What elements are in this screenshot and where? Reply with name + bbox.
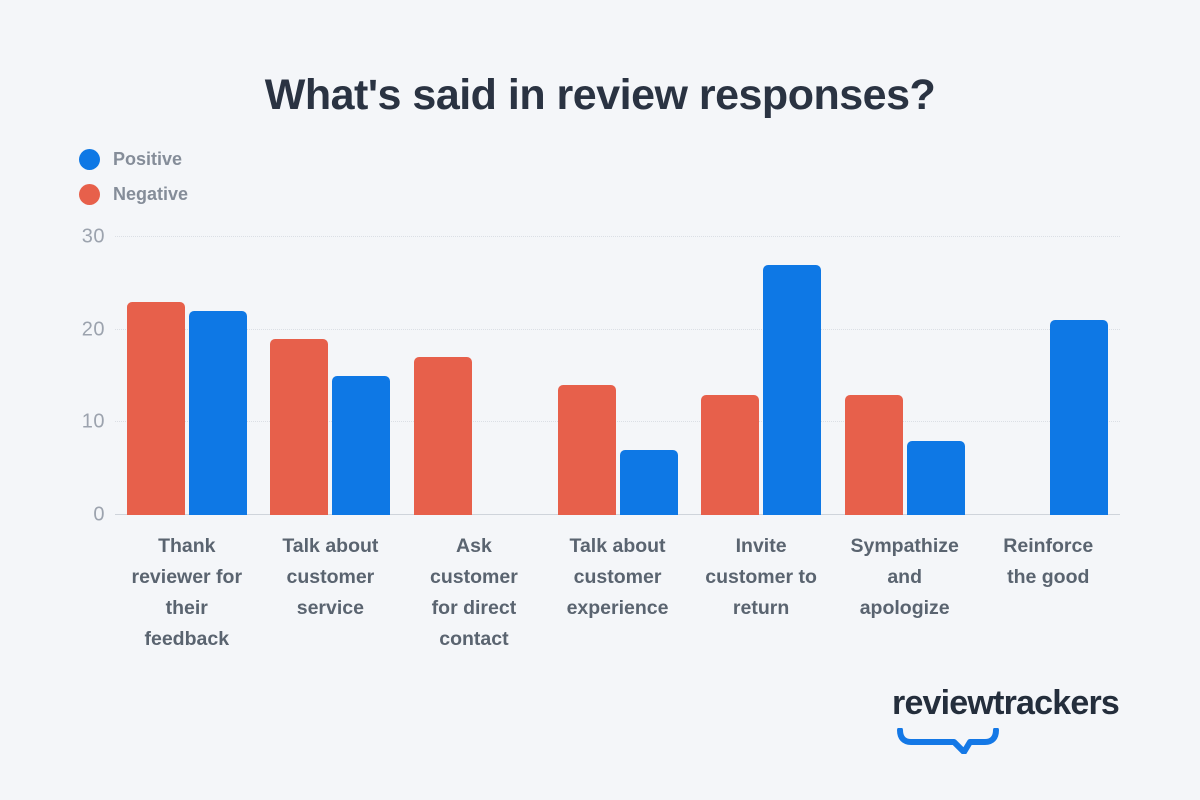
y-tick-label: 0	[93, 503, 105, 526]
bar-negative	[270, 338, 329, 515]
bar-group	[833, 237, 977, 515]
x-label-cell: Sympathize and apologize	[833, 531, 977, 655]
x-category-label: Reinforce the good	[1003, 535, 1094, 588]
bar-group	[689, 237, 833, 515]
bar-negative	[844, 394, 903, 515]
bar-group	[976, 237, 1120, 515]
chart-title: What's said in review responses?	[264, 71, 936, 119]
x-label-cell: Talk about customer service	[259, 531, 403, 655]
bar-negative	[126, 301, 185, 515]
y-axis: 0 10 20 30	[40, 226, 105, 526]
bar-negative	[701, 394, 760, 515]
x-axis-line	[115, 514, 1120, 515]
bar-positive	[188, 311, 247, 515]
legend-item-positive: Positive	[79, 149, 188, 170]
x-category-label: Talk about customer service	[282, 535, 379, 619]
legend-item-negative: Negative	[79, 184, 188, 205]
logo-text: reviewtrackers	[892, 684, 1120, 722]
speech-bubble-icon	[897, 728, 1000, 754]
y-tick-label: 20	[81, 318, 105, 341]
x-category-label: Invite customer to return	[705, 535, 817, 619]
gridline	[115, 236, 1120, 237]
x-axis-labels: Thank reviewer for their feedback Talk ab…	[115, 531, 1120, 655]
legend: Positive Negative	[79, 149, 188, 205]
positive-dot-icon	[79, 149, 100, 170]
gridline	[115, 421, 1120, 423]
plot-area	[115, 236, 1120, 515]
gridline	[115, 328, 1120, 330]
y-tick-label: 30	[81, 225, 105, 248]
x-category-label: Sympathize and apologize	[850, 535, 959, 619]
bar-negative	[557, 385, 616, 515]
bar-group	[115, 237, 259, 515]
bar-positive	[619, 450, 678, 515]
x-label-cell: Reinforce the good	[976, 531, 1120, 655]
x-label-cell: Ask customer for direct contact	[402, 531, 546, 655]
y-tick-label: 10	[81, 410, 105, 433]
bar-positive	[763, 264, 822, 515]
x-label-cell: Thank reviewer for their feedback	[115, 531, 259, 655]
x-label-cell: Invite customer to return	[689, 531, 833, 655]
bar-group	[259, 237, 403, 515]
legend-label-positive: Positive	[113, 149, 183, 169]
bar-positive	[906, 440, 965, 515]
bar-group	[546, 237, 690, 515]
logo: reviewtrackers	[892, 684, 1120, 754]
negative-dot-icon	[79, 184, 100, 205]
x-category-label: Thank reviewer for their feedback	[131, 535, 243, 650]
legend-label-negative: Negative	[113, 184, 189, 204]
x-category-label: Talk about customer experience	[566, 535, 669, 619]
bar-positive	[1050, 320, 1109, 515]
bar-group	[402, 237, 546, 515]
x-label-cell: Talk about customer experience	[546, 531, 690, 655]
bar-negative	[413, 357, 472, 515]
x-category-label: Ask customer for direct contact	[430, 535, 518, 650]
bar-positive	[332, 376, 391, 515]
speech-bubble-path	[897, 728, 1000, 754]
